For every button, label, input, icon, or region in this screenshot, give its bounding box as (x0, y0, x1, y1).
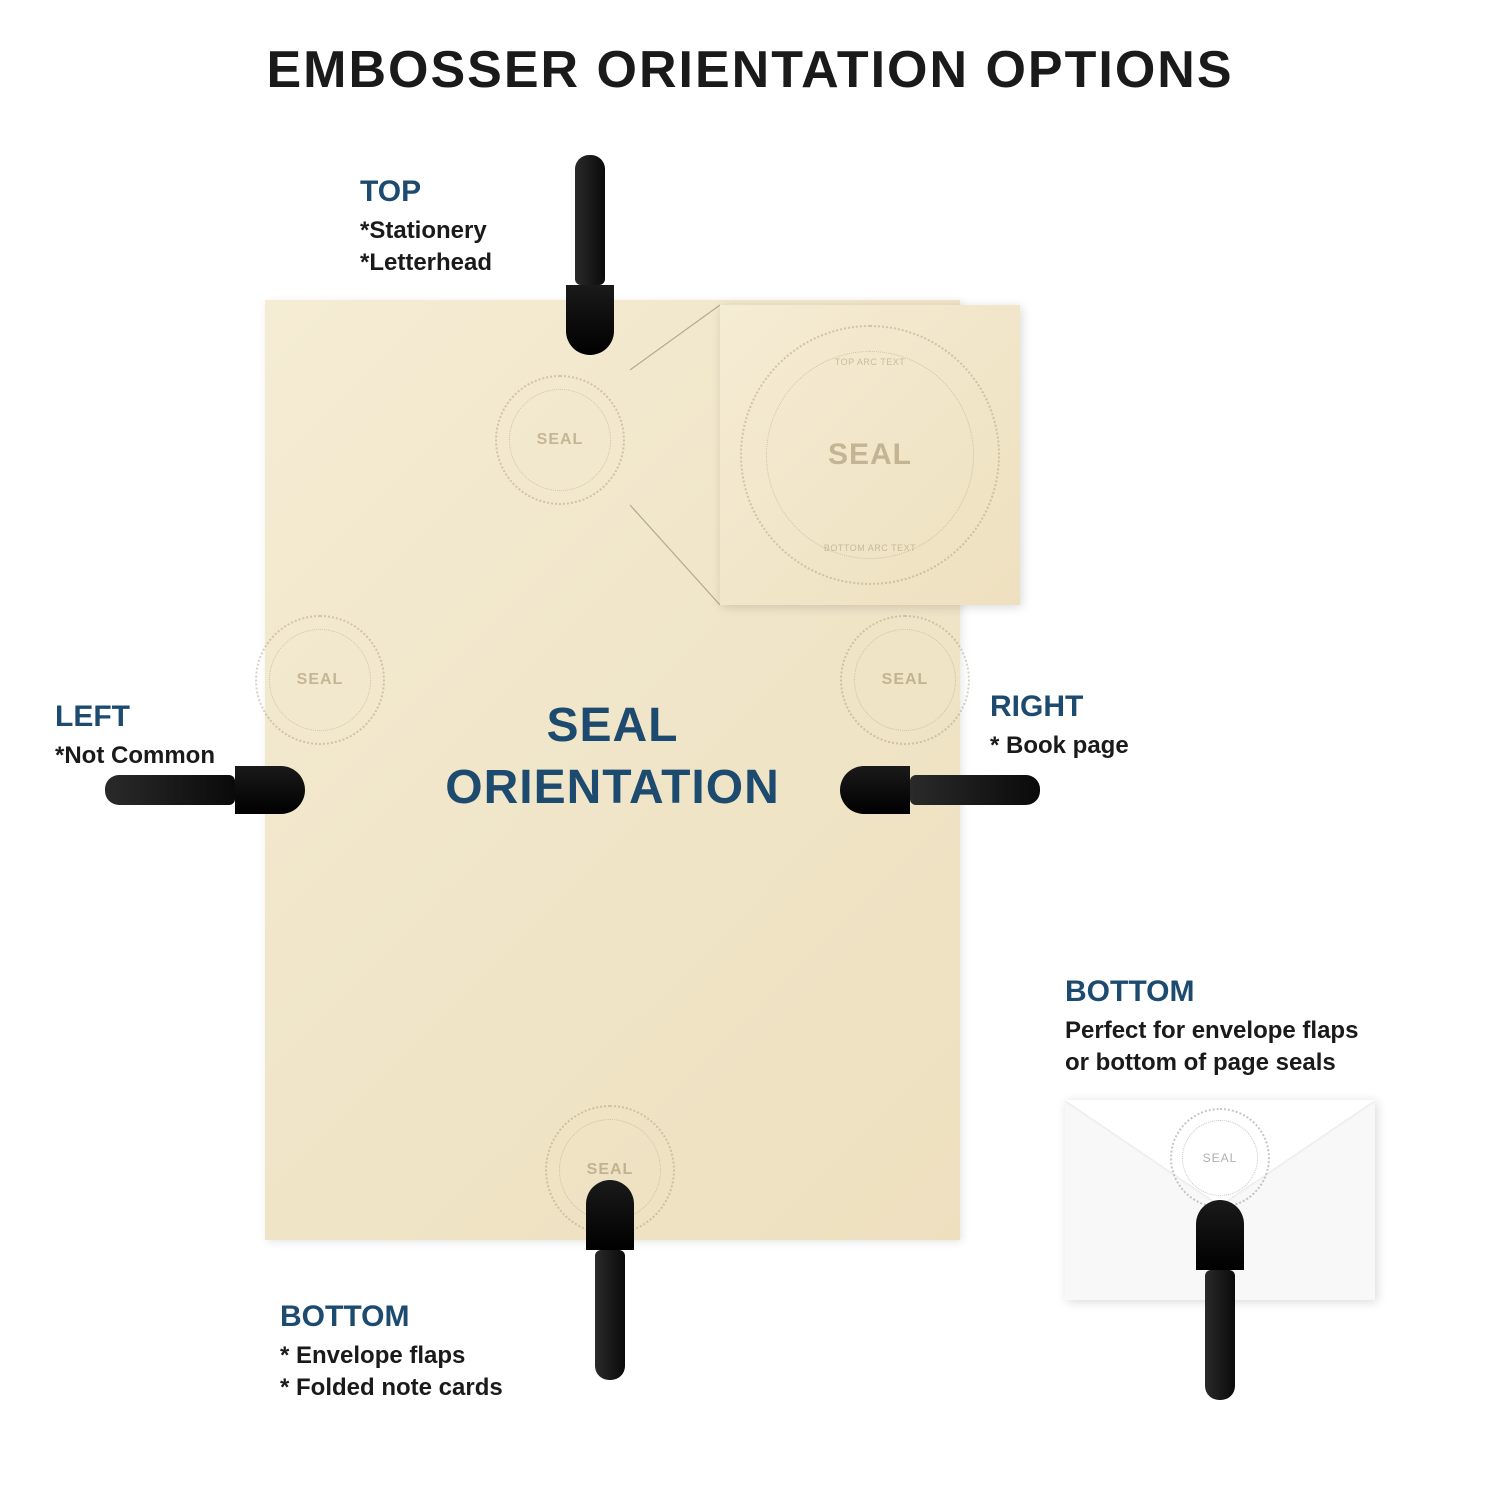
embosser-handle (1205, 1270, 1235, 1400)
seal-center-text: SEAL (587, 1161, 634, 1179)
paper-center-label: SEAL ORIENTATION (445, 695, 780, 820)
embosser-top (570, 155, 610, 355)
label-heading: BOTTOM (1065, 975, 1358, 1009)
seal-center-text: SEAL (297, 671, 344, 689)
seal-center-text: SEAL (882, 671, 929, 689)
label-sub: *Stationery (360, 215, 492, 247)
label-right: RIGHT * Book page (990, 690, 1129, 762)
seal-top-arc-text: TOP ARC TEXT (835, 357, 906, 367)
embosser-handle (910, 775, 1040, 805)
label-bottom-right: BOTTOM Perfect for envelope flaps or bot… (1065, 975, 1358, 1080)
embosser-handle (595, 1250, 625, 1380)
embosser-handle (575, 155, 605, 285)
label-bottom: BOTTOM * Envelope flaps * Folded note ca… (280, 1300, 503, 1405)
seal-impression-top: SEAL (495, 375, 625, 505)
seal-center-text: SEAL (537, 431, 584, 449)
label-sub: * Book page (990, 730, 1129, 762)
embosser-handle (105, 775, 235, 805)
embosser-left (105, 770, 305, 810)
seal-bottom-arc-text: BOTTOM ARC TEXT (824, 543, 916, 553)
label-sub: * Folded note cards (280, 1372, 503, 1404)
label-sub: *Letterhead (360, 247, 492, 279)
envelope-seal-text: SEAL (1203, 1151, 1238, 1165)
label-heading: BOTTOM (280, 1300, 503, 1334)
embosser-bottom (590, 1180, 630, 1380)
label-heading: RIGHT (990, 690, 1129, 724)
seal-zoom-detail: SEAL TOP ARC TEXT BOTTOM ARC TEXT (720, 305, 1020, 605)
embosser-base (1196, 1200, 1244, 1270)
page-title: EMBOSSER ORIENTATION OPTIONS (0, 40, 1500, 100)
label-heading: LEFT (55, 700, 215, 734)
embosser-right (840, 770, 1040, 810)
seal-impression-zoom: SEAL TOP ARC TEXT BOTTOM ARC TEXT (740, 325, 1000, 585)
embosser-envelope (1200, 1200, 1240, 1400)
embosser-base (235, 766, 305, 814)
label-heading: TOP (360, 175, 492, 209)
embosser-base (840, 766, 910, 814)
seal-impression-left: SEAL (255, 615, 385, 745)
center-line-2: ORIENTATION (445, 758, 780, 820)
label-sub: Perfect for envelope flaps (1065, 1015, 1358, 1047)
label-left: LEFT *Not Common (55, 700, 215, 772)
embosser-base (566, 285, 614, 355)
label-sub: *Not Common (55, 740, 215, 772)
label-top: TOP *Stationery *Letterhead (360, 175, 492, 280)
embosser-base (586, 1180, 634, 1250)
seal-impression-right: SEAL (840, 615, 970, 745)
seal-center-text: SEAL (828, 438, 912, 472)
envelope-seal-impression: SEAL (1170, 1108, 1270, 1208)
label-sub: * Envelope flaps (280, 1340, 503, 1372)
label-sub: or bottom of page seals (1065, 1047, 1358, 1079)
center-line-1: SEAL (445, 695, 780, 757)
